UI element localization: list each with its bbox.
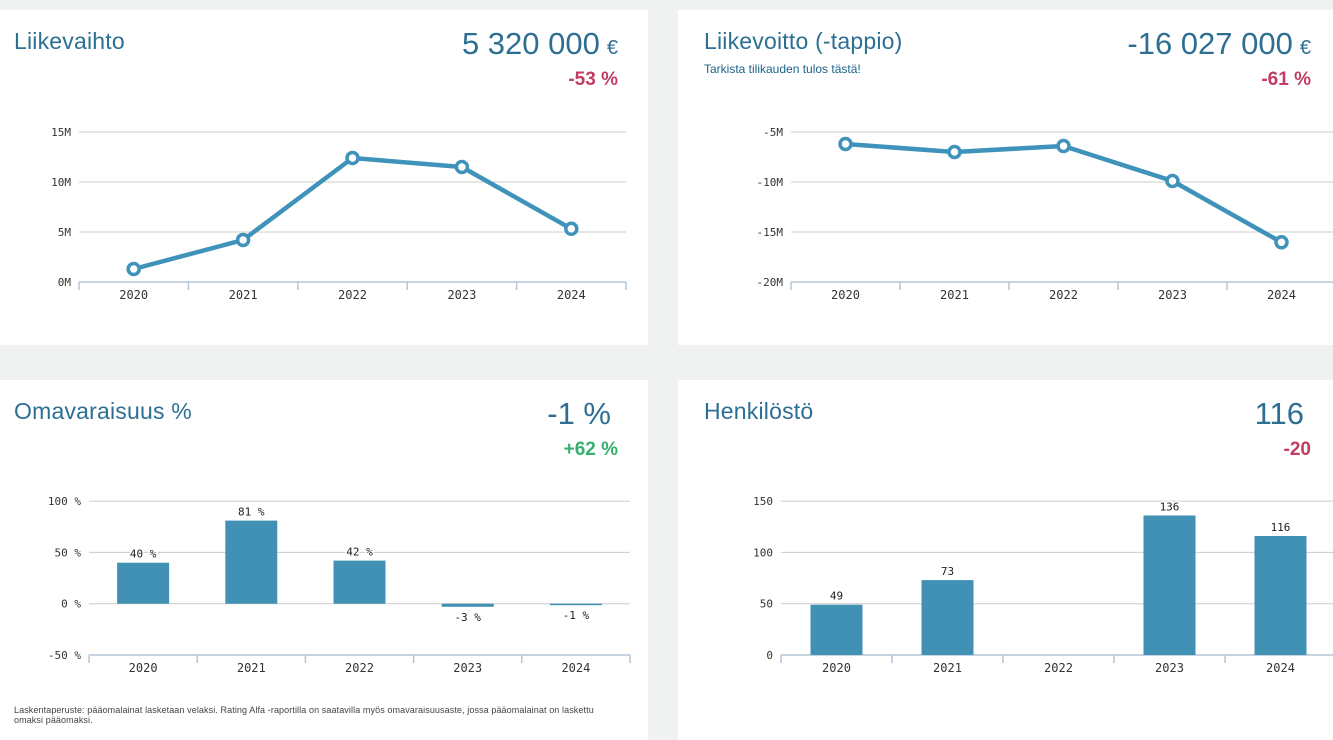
tilikauden-tulos-link[interactable]: Tarkista tilikauden tulos tästä!	[704, 62, 861, 76]
svg-text:40 %: 40 %	[130, 548, 157, 561]
svg-text:150: 150	[753, 495, 773, 508]
panel-henkilosto: Henkilöstö 116 -20 0 50 100 150 2020 2021 2022…	[678, 380, 1333, 740]
svg-text:50: 50	[760, 598, 773, 611]
svg-text:49: 49	[830, 590, 843, 603]
svg-text:2022: 2022	[1049, 288, 1078, 302]
svg-text:2021: 2021	[229, 288, 258, 302]
svg-text:-5M: -5M	[763, 126, 783, 139]
henkilosto-bar-chart: 0 50 100 150 2020 2021 2022 2023 2024 49 73 136 116	[704, 487, 1333, 693]
svg-text:136: 136	[1160, 501, 1180, 514]
svg-text:73: 73	[941, 565, 954, 578]
svg-text:50 %: 50 %	[55, 546, 82, 559]
svg-text:2022: 2022	[338, 288, 367, 302]
svg-text:-10M: -10M	[757, 176, 784, 189]
kpi-value: 116	[1254, 396, 1304, 431]
svg-text:-1 %: -1 %	[563, 609, 590, 622]
svg-text:2020: 2020	[822, 661, 851, 675]
panel-header: Henkilöstö 116 -20	[704, 398, 1311, 461]
kpi-unit: €	[1299, 37, 1311, 59]
svg-text:2022: 2022	[1044, 661, 1073, 675]
svg-text:0: 0	[766, 649, 773, 662]
kpi-change: +62 %	[563, 439, 618, 460]
svg-text:2024: 2024	[557, 288, 586, 302]
svg-text:0 %: 0 %	[61, 598, 81, 611]
svg-text:5M: 5M	[58, 226, 72, 239]
svg-text:81 %: 81 %	[238, 506, 265, 519]
panel-liikevoitto: Liikevoitto (-tappio) Tarkista tilikaude…	[678, 10, 1333, 345]
panel-header: Liikevoitto (-tappio) Tarkista tilikaude…	[704, 28, 1311, 91]
svg-text:-3 %: -3 %	[454, 611, 481, 624]
panel-header: Liikevaihto 5 320 000 € -53 %	[14, 28, 618, 91]
svg-text:0M: 0M	[58, 276, 72, 289]
page-title-omavaraisuus: Omavaraisuus %	[14, 398, 192, 424]
kpi-value: -16 027 000	[1127, 26, 1293, 61]
svg-text:100: 100	[753, 546, 773, 559]
calculation-basis-footnote: Laskentaperuste: pääomalainat lasketaan …	[14, 705, 594, 725]
kpi-value: -1 %	[547, 396, 611, 431]
svg-text:2022: 2022	[345, 661, 374, 675]
kpi-change: -53 %	[568, 69, 618, 90]
svg-text:2020: 2020	[129, 661, 158, 675]
svg-text:10M: 10M	[51, 176, 71, 189]
svg-text:42 %: 42 %	[346, 546, 373, 559]
svg-text:-50 %: -50 %	[48, 649, 81, 662]
kpi-change: -20	[1283, 439, 1311, 460]
liikevoitto-line-chart: -20M -15M -10M -5M 2020 2021 2022 2023 2024	[704, 112, 1333, 312]
liikevaihto-line-chart: 0M 5M 10M 15M 2020 2021 2022 2023 2024	[14, 112, 627, 312]
svg-text:2023: 2023	[453, 661, 482, 675]
kpi-value: 5 320 000	[461, 26, 600, 61]
svg-text:2023: 2023	[1155, 661, 1184, 675]
svg-text:2023: 2023	[1158, 288, 1187, 302]
svg-text:2024: 2024	[1266, 661, 1295, 675]
page-title-liikevaihto: Liikevaihto	[14, 28, 125, 54]
kpi-unit: €	[606, 37, 618, 59]
svg-text:2021: 2021	[933, 661, 962, 675]
svg-text:2021: 2021	[940, 288, 969, 302]
svg-text:2021: 2021	[237, 661, 266, 675]
svg-text:2024: 2024	[1267, 288, 1296, 302]
svg-text:116: 116	[1271, 521, 1291, 534]
svg-text:15M: 15M	[51, 126, 71, 139]
omavaraisuus-bar-chart: -50 % 0 % 50 % 100 % 2020 2021 2022 2023 2024 40 …	[14, 487, 631, 693]
svg-text:-15M: -15M	[757, 226, 784, 239]
panel-header: Omavaraisuus % -1 % +62 %	[14, 398, 618, 461]
svg-text:-20M: -20M	[757, 276, 784, 289]
svg-text:2023: 2023	[447, 288, 476, 302]
svg-text:2020: 2020	[831, 288, 860, 302]
panel-omavaraisuus: Omavaraisuus % -1 % +62 % -50 % 0 % 50 % 10…	[0, 380, 648, 740]
svg-text:2020: 2020	[119, 288, 148, 302]
panel-liikevaihto: Liikevaihto 5 320 000 € -53 % 0M 5M 10M 15M 2…	[0, 10, 648, 345]
svg-text:100 %: 100 %	[48, 495, 81, 508]
page-title-henkilosto: Henkilöstö	[704, 398, 814, 424]
svg-text:2024: 2024	[561, 661, 590, 675]
page-title-liikevoitto: Liikevoitto (-tappio)	[704, 28, 903, 54]
kpi-change: -61 %	[1261, 69, 1311, 90]
